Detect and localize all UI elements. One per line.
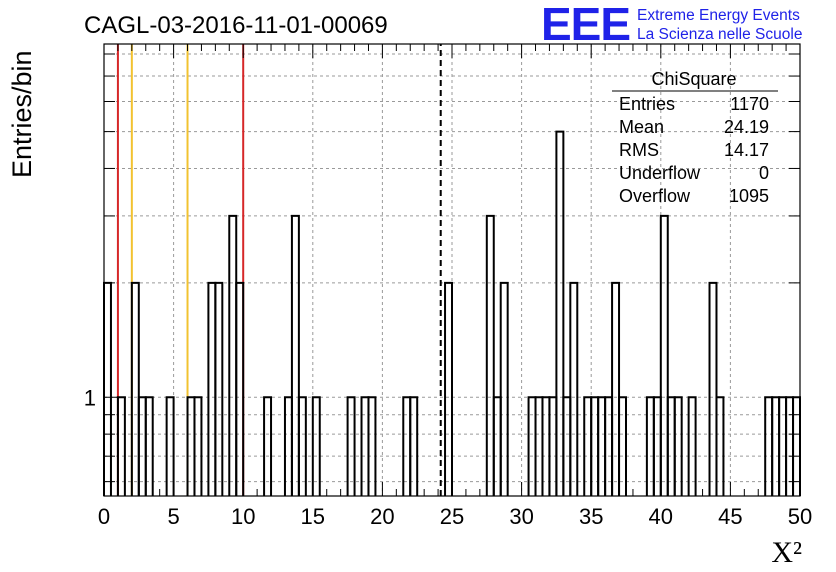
x-tick-label: 35: [579, 504, 603, 529]
histogram-bin: [311, 396, 321, 496]
histogram-bin: [263, 396, 273, 496]
stats-label-entries: Entries: [619, 94, 675, 114]
stats-label-mean: Mean: [619, 117, 664, 137]
x-tick-label: 0: [98, 504, 110, 529]
y-axis-title: Entries/bin: [7, 50, 37, 178]
x-tick-label: 10: [231, 504, 255, 529]
x-axis-title: X²: [771, 536, 802, 569]
histogram-bin: [687, 396, 697, 496]
histogram-bin: [235, 281, 245, 496]
stats-value-underflow: 0: [759, 163, 769, 183]
stats-label-overflow: Overflow: [619, 186, 691, 206]
logo-mark: EEE: [541, 0, 630, 50]
histogram-bin: [444, 281, 453, 496]
stats-label-rms: RMS: [619, 140, 659, 160]
x-tick-label: 25: [440, 504, 464, 529]
histogram-bin: [611, 281, 621, 496]
histogram-bars: [103, 130, 801, 496]
plot-frame: [103, 43, 801, 497]
stats-value-mean: 24.19: [724, 117, 769, 137]
x-tick-label: 5: [167, 504, 179, 529]
logo-line-2: La Scienza nelle Scuole: [637, 26, 802, 43]
histogram-bin: [297, 396, 307, 496]
histogram-bin: [409, 396, 419, 496]
x-tick-label: 20: [370, 504, 394, 529]
x-tick-label: 50: [788, 504, 812, 529]
histogram-bin: [207, 281, 217, 496]
histogram-bin: [103, 281, 112, 496]
axis-ticks: [103, 44, 801, 496]
histogram-bin: [346, 396, 356, 496]
histogram-bin: [708, 281, 718, 496]
x-tick-label: 45: [718, 504, 742, 529]
chart-title: CAGL-03-2016-11-01-00069: [84, 12, 388, 39]
histogram-bin: [499, 281, 509, 496]
x-tick-label: 30: [509, 504, 533, 529]
stats-value-overflow: 1095: [729, 186, 769, 206]
y-tick-label: 1: [84, 385, 96, 410]
eee-logo: EEE Extreme Energy Events La Scienza nel…: [541, 0, 802, 50]
histogram-bin: [485, 214, 495, 496]
histogram-bin: [165, 396, 175, 496]
histogram-bin: [569, 281, 579, 496]
histogram-bin: [618, 396, 627, 496]
logo-line-1: Extreme Energy Events: [637, 7, 800, 24]
histogram-bin: [290, 214, 300, 496]
histogram-bin: [228, 214, 238, 496]
stats-value-rms: 14.17: [724, 140, 769, 160]
histogram-bin: [673, 396, 683, 496]
histogram-bin: [130, 281, 140, 496]
histogram-bin: [555, 130, 565, 496]
histogram-bin: [193, 396, 203, 496]
histogram-bin: [144, 396, 154, 496]
x-tick-label: 40: [649, 504, 673, 529]
histogram-bin: [715, 396, 725, 496]
stats-box: ChiSquare Entries 1170 Mean 24.19 RMS 14…: [612, 69, 778, 206]
stats-value-entries: 1170: [730, 94, 769, 114]
histogram-bin: [214, 281, 224, 496]
histogram-bin: [367, 396, 377, 496]
stats-title: ChiSquare: [651, 69, 736, 89]
histogram-bin: [659, 214, 669, 496]
x-tick-label: 15: [301, 504, 325, 529]
tick-labels: 0 5 10 15 20 25 30 35 40 45 50 1: [84, 385, 812, 529]
stats-label-underflow: Underflow: [619, 163, 701, 183]
